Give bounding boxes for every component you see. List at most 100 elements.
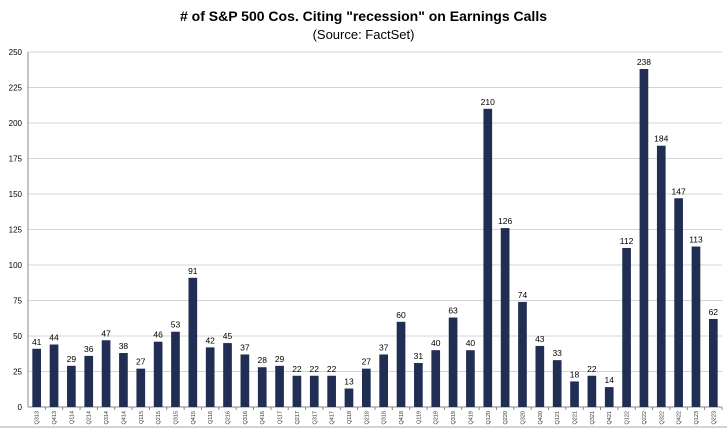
x-tick-label: Q318 — [382, 411, 388, 424]
y-tick-label: 200 — [9, 119, 23, 128]
bar — [535, 345, 545, 407]
data-label: 91 — [188, 266, 198, 276]
data-label: 126 — [498, 216, 512, 226]
bar — [656, 145, 666, 407]
data-label: 63 — [448, 306, 458, 316]
bar — [414, 362, 423, 407]
y-tick-label: 50 — [13, 332, 22, 341]
x-tick-label: Q321 — [590, 411, 596, 424]
x-tick-label: Q123 — [694, 411, 700, 424]
x-tick-label: Q322 — [659, 411, 665, 424]
bar — [518, 301, 527, 407]
x-tick-label: Q315 — [173, 411, 179, 424]
data-label: 47 — [101, 328, 111, 338]
bar — [119, 353, 128, 407]
y-tick-label: 250 — [9, 48, 23, 57]
data-label: 42 — [205, 335, 215, 345]
data-label: 22 — [310, 364, 320, 374]
bar — [223, 343, 232, 407]
x-tick-label: Q216 — [226, 411, 232, 424]
x-tick-label: Q421 — [607, 411, 613, 424]
data-label: 22 — [327, 364, 337, 374]
bar — [188, 277, 198, 407]
data-label: 14 — [604, 375, 614, 385]
bar — [205, 347, 215, 407]
data-label: 238 — [637, 57, 651, 67]
bar — [552, 360, 562, 407]
data-label: 45 — [223, 331, 233, 341]
bar — [344, 388, 354, 407]
bar — [361, 368, 371, 407]
x-tick-label: Q417 — [330, 411, 336, 424]
x-tick-label: Q319 — [451, 411, 457, 424]
data-label: 38 — [119, 341, 129, 351]
x-tick-label: Q218 — [364, 411, 370, 424]
y-tick-label: 100 — [9, 261, 23, 270]
data-label: 18 — [570, 369, 580, 379]
x-tick-label: Q313 — [35, 411, 41, 424]
x-tick-label: Q414 — [121, 411, 127, 424]
bar — [153, 341, 163, 407]
bar — [275, 365, 284, 407]
data-label: 44 — [49, 333, 59, 343]
data-label: 29 — [275, 354, 285, 364]
x-tick-label: Q120 — [486, 411, 492, 424]
x-tick-label: Q116 — [208, 411, 214, 424]
data-label: 40 — [431, 338, 441, 348]
bar — [292, 375, 302, 407]
bar — [466, 350, 475, 407]
bar — [483, 108, 493, 408]
x-tick-label: Q316 — [243, 411, 249, 424]
y-tick-label: 125 — [9, 226, 23, 235]
data-label: 37 — [240, 342, 250, 352]
x-tick-label: Q119 — [416, 411, 422, 424]
x-tick-label: Q419 — [468, 411, 474, 424]
y-tick-label: 0 — [18, 403, 23, 412]
data-label: 36 — [84, 344, 94, 354]
x-tick-label: Q220 — [503, 411, 509, 424]
bar — [622, 247, 631, 407]
bar — [257, 367, 267, 407]
x-tick-label: Q121 — [555, 411, 561, 424]
x-tick-label: Q118 — [347, 411, 353, 424]
y-tick-label: 150 — [9, 190, 23, 199]
data-label: 40 — [466, 338, 476, 348]
x-tick-label: Q214 — [87, 411, 93, 424]
x-tick-label: Q221 — [573, 411, 579, 424]
data-label: 41 — [32, 337, 42, 347]
bar — [708, 318, 718, 407]
bar — [136, 368, 146, 407]
x-tick-label: Q222 — [642, 411, 648, 424]
data-label: 62 — [709, 307, 719, 317]
y-tick-label: 25 — [13, 368, 22, 377]
bar — [84, 355, 94, 407]
x-tick-label: Q420 — [538, 411, 544, 424]
x-tick-label: Q115 — [139, 411, 145, 424]
data-label: 31 — [414, 351, 424, 361]
y-tick-label: 225 — [9, 84, 23, 93]
data-label: 13 — [344, 377, 354, 387]
x-tick-label: Q320 — [520, 411, 526, 424]
data-label: 112 — [620, 236, 634, 246]
y-tick-label: 75 — [13, 297, 22, 306]
bar — [309, 375, 319, 407]
data-label: 29 — [67, 354, 77, 364]
data-label: 113 — [689, 235, 703, 245]
data-label: 43 — [535, 334, 545, 344]
bar — [639, 69, 649, 407]
data-label: 74 — [518, 290, 528, 300]
y-tick-label: 175 — [9, 155, 23, 164]
x-tick-label: Q219 — [434, 411, 440, 424]
x-tick-label: Q413 — [52, 411, 58, 424]
data-label: 53 — [171, 320, 181, 330]
bar — [101, 340, 111, 407]
chart-title: # of S&P 500 Cos. Citing "recession" on … — [179, 8, 547, 24]
x-tick-label: Q122 — [625, 411, 631, 424]
bar — [674, 198, 683, 407]
bar — [587, 375, 597, 407]
bar — [49, 344, 59, 407]
bar — [327, 375, 336, 407]
data-label: 27 — [362, 357, 372, 367]
